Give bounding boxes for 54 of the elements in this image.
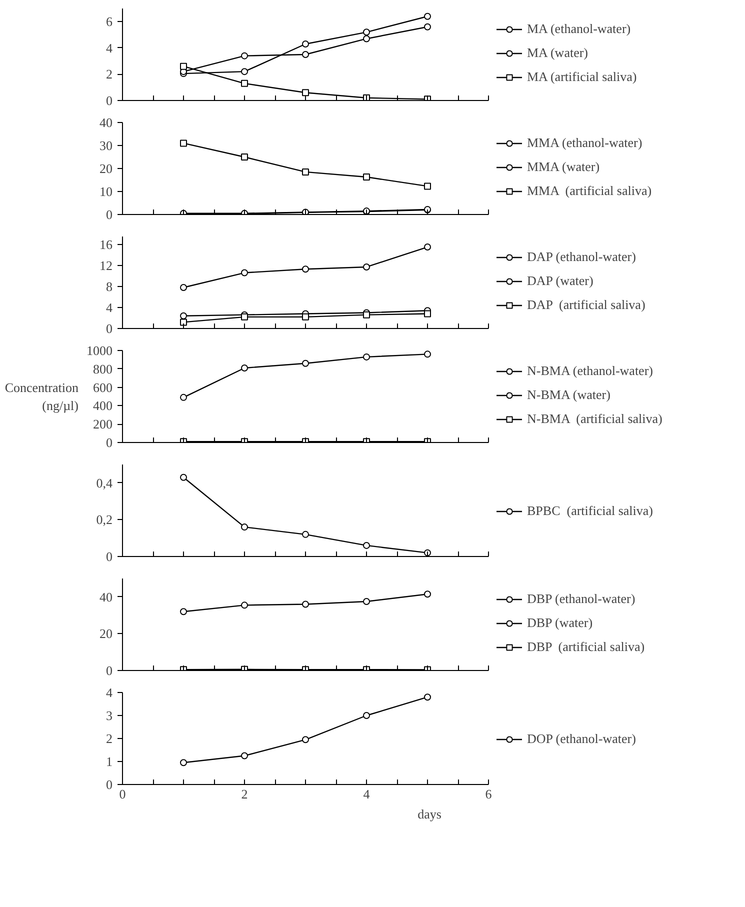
y-tick-label: 2 — [106, 731, 112, 746]
legend-label: DBP (artificial saliva) — [527, 639, 645, 655]
legend-label: MA (artificial saliva) — [527, 69, 637, 85]
x-tick-label: 6 — [485, 786, 492, 802]
text: DAP (ethanol-water) — [527, 249, 636, 265]
y-tick-label: 0 — [106, 321, 112, 336]
legend-label: DBP (water) — [527, 615, 593, 631]
y-axis-title: Concentration (ng/µl) — [4, 380, 79, 413]
y-tick-label: 8 — [106, 278, 112, 294]
y-tick-label: 0 — [106, 549, 112, 564]
legend-label: N-BMA (water) — [527, 387, 610, 403]
y-tick-label: 2 — [106, 66, 112, 82]
y-tick-label: 10 — [100, 184, 112, 199]
y-tick-label: 0,2 — [96, 512, 112, 528]
legend-label: DOP (ethanol-water) — [527, 731, 636, 747]
legend-label: BPBC (artificial saliva) — [527, 503, 654, 519]
y-tick-label: 6 — [106, 14, 113, 30]
legend-label: MMA (water) — [527, 159, 600, 175]
y-tick-label: 1000 — [86, 343, 112, 358]
y-tick-label: 4 — [106, 685, 113, 700]
legend-label: MA (water) — [527, 45, 588, 61]
x-tick-label: 0 — [119, 786, 126, 802]
x-tick-label: 2 — [241, 786, 248, 802]
legend-label: DBP (ethanol-water) — [527, 591, 636, 607]
y-tick-label: 16 — [100, 236, 113, 252]
y-tick-label: 0 — [106, 207, 112, 222]
y-tick-label: 30 — [100, 138, 112, 153]
y-tick-label: 400 — [93, 398, 112, 414]
y-tick-label: 200 — [93, 416, 112, 432]
y-tick-label: 4 — [106, 40, 113, 56]
y-tick-label: 0 — [106, 777, 112, 792]
y-tick-label: 1 — [106, 754, 112, 769]
legend-label: MMA (artificial saliva) — [527, 183, 652, 199]
y-tick-label: 12 — [100, 258, 112, 273]
y-tick-label: 800 — [93, 361, 112, 376]
y-tick-label: 20 — [100, 161, 112, 176]
legend-label: MA (ethanol-water) — [527, 21, 631, 37]
x-axis-title: days — [418, 806, 442, 822]
x-tick-label: 4 — [363, 786, 370, 802]
text: DAP (water) — [527, 273, 594, 289]
legend-label: MMA (ethanol-water) — [527, 135, 642, 151]
legend-label: N-BMA (artificial saliva) — [527, 411, 662, 427]
legend-label: DAP (artificial saliva) — [527, 297, 646, 313]
y-tick-label: 0 — [106, 663, 112, 678]
legend-label: N-BMA (ethanol-water) — [527, 363, 653, 379]
y-tick-label: 20 — [100, 626, 112, 642]
y-tick-label: 0,4 — [96, 475, 113, 490]
y-tick-label: 3 — [106, 708, 112, 723]
y-tick-label: 40 — [100, 589, 112, 604]
y-tick-label: 4 — [106, 300, 113, 315]
y-tick-label: 40 — [100, 115, 112, 130]
y-tick-label: 600 — [93, 380, 112, 395]
y-tick-label: 0 — [106, 93, 112, 108]
y-tick-label: 0 — [106, 435, 112, 450]
